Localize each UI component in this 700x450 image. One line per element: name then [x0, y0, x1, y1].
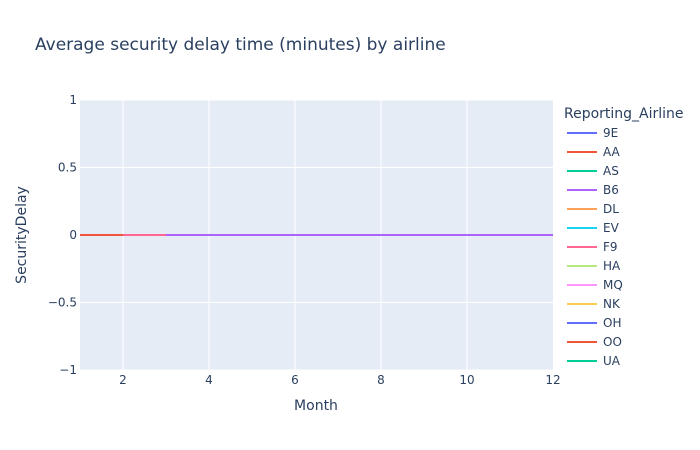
legend-item-as[interactable]: AS: [567, 164, 619, 178]
legend-label: F9: [603, 240, 618, 254]
legend-title: Reporting_Airline: [564, 106, 684, 122]
legend-item-dl[interactable]: DL: [567, 202, 619, 216]
legend-item-f9[interactable]: F9: [567, 240, 618, 254]
x-tick-label: 4: [205, 373, 213, 387]
legend[interactable]: Reporting_Airline 9E AA AS B6 DL EV F9 HA MQ NK OH…: [564, 106, 684, 368]
y-tick-label: 1: [69, 93, 77, 107]
legend-items[interactable]: 9E AA AS B6 DL EV F9 HA MQ NK OH OO UA: [567, 126, 623, 368]
tick-labels: 2 4 6 8 10 12 −1 −0.5 0 0.5 1: [48, 93, 561, 387]
legend-label: EV: [603, 221, 620, 235]
y-tick-label: 0.5: [58, 161, 77, 175]
legend-item-aa[interactable]: AA: [567, 145, 621, 159]
legend-label: DL: [603, 202, 619, 216]
y-axis-title: SecurityDelay: [14, 186, 30, 284]
legend-item-ev[interactable]: EV: [567, 221, 620, 235]
legend-item-mq[interactable]: MQ: [567, 278, 623, 292]
legend-label: HA: [603, 259, 621, 273]
legend-item-nk[interactable]: NK: [567, 297, 621, 311]
legend-label: OO: [603, 335, 622, 349]
legend-label: MQ: [603, 278, 623, 292]
chart-title: Average security delay time (minutes) by…: [35, 35, 446, 55]
legend-item-oo[interactable]: OO: [567, 335, 622, 349]
legend-label: AS: [603, 164, 619, 178]
x-axis-title: Month: [294, 398, 338, 414]
x-tick-label: 8: [377, 373, 385, 387]
legend-label: B6: [603, 183, 619, 197]
x-tick-label: 10: [459, 373, 474, 387]
legend-item-b6[interactable]: B6: [567, 183, 619, 197]
legend-item-ha[interactable]: HA: [567, 259, 621, 273]
legend-item-oh[interactable]: OH: [567, 316, 621, 330]
legend-label: 9E: [603, 126, 618, 140]
legend-label: OH: [603, 316, 621, 330]
y-tick-label: −0.5: [48, 296, 77, 310]
legend-label: AA: [603, 145, 621, 159]
legend-label: UA: [603, 354, 621, 368]
legend-item-9e[interactable]: 9E: [567, 126, 618, 140]
y-tick-label: −1: [59, 363, 77, 377]
x-tick-label: 2: [119, 373, 127, 387]
legend-item-ua[interactable]: UA: [567, 354, 621, 368]
legend-label: NK: [603, 297, 621, 311]
x-tick-label: 12: [545, 373, 560, 387]
y-tick-label: 0: [69, 228, 77, 242]
x-tick-label: 6: [291, 373, 299, 387]
